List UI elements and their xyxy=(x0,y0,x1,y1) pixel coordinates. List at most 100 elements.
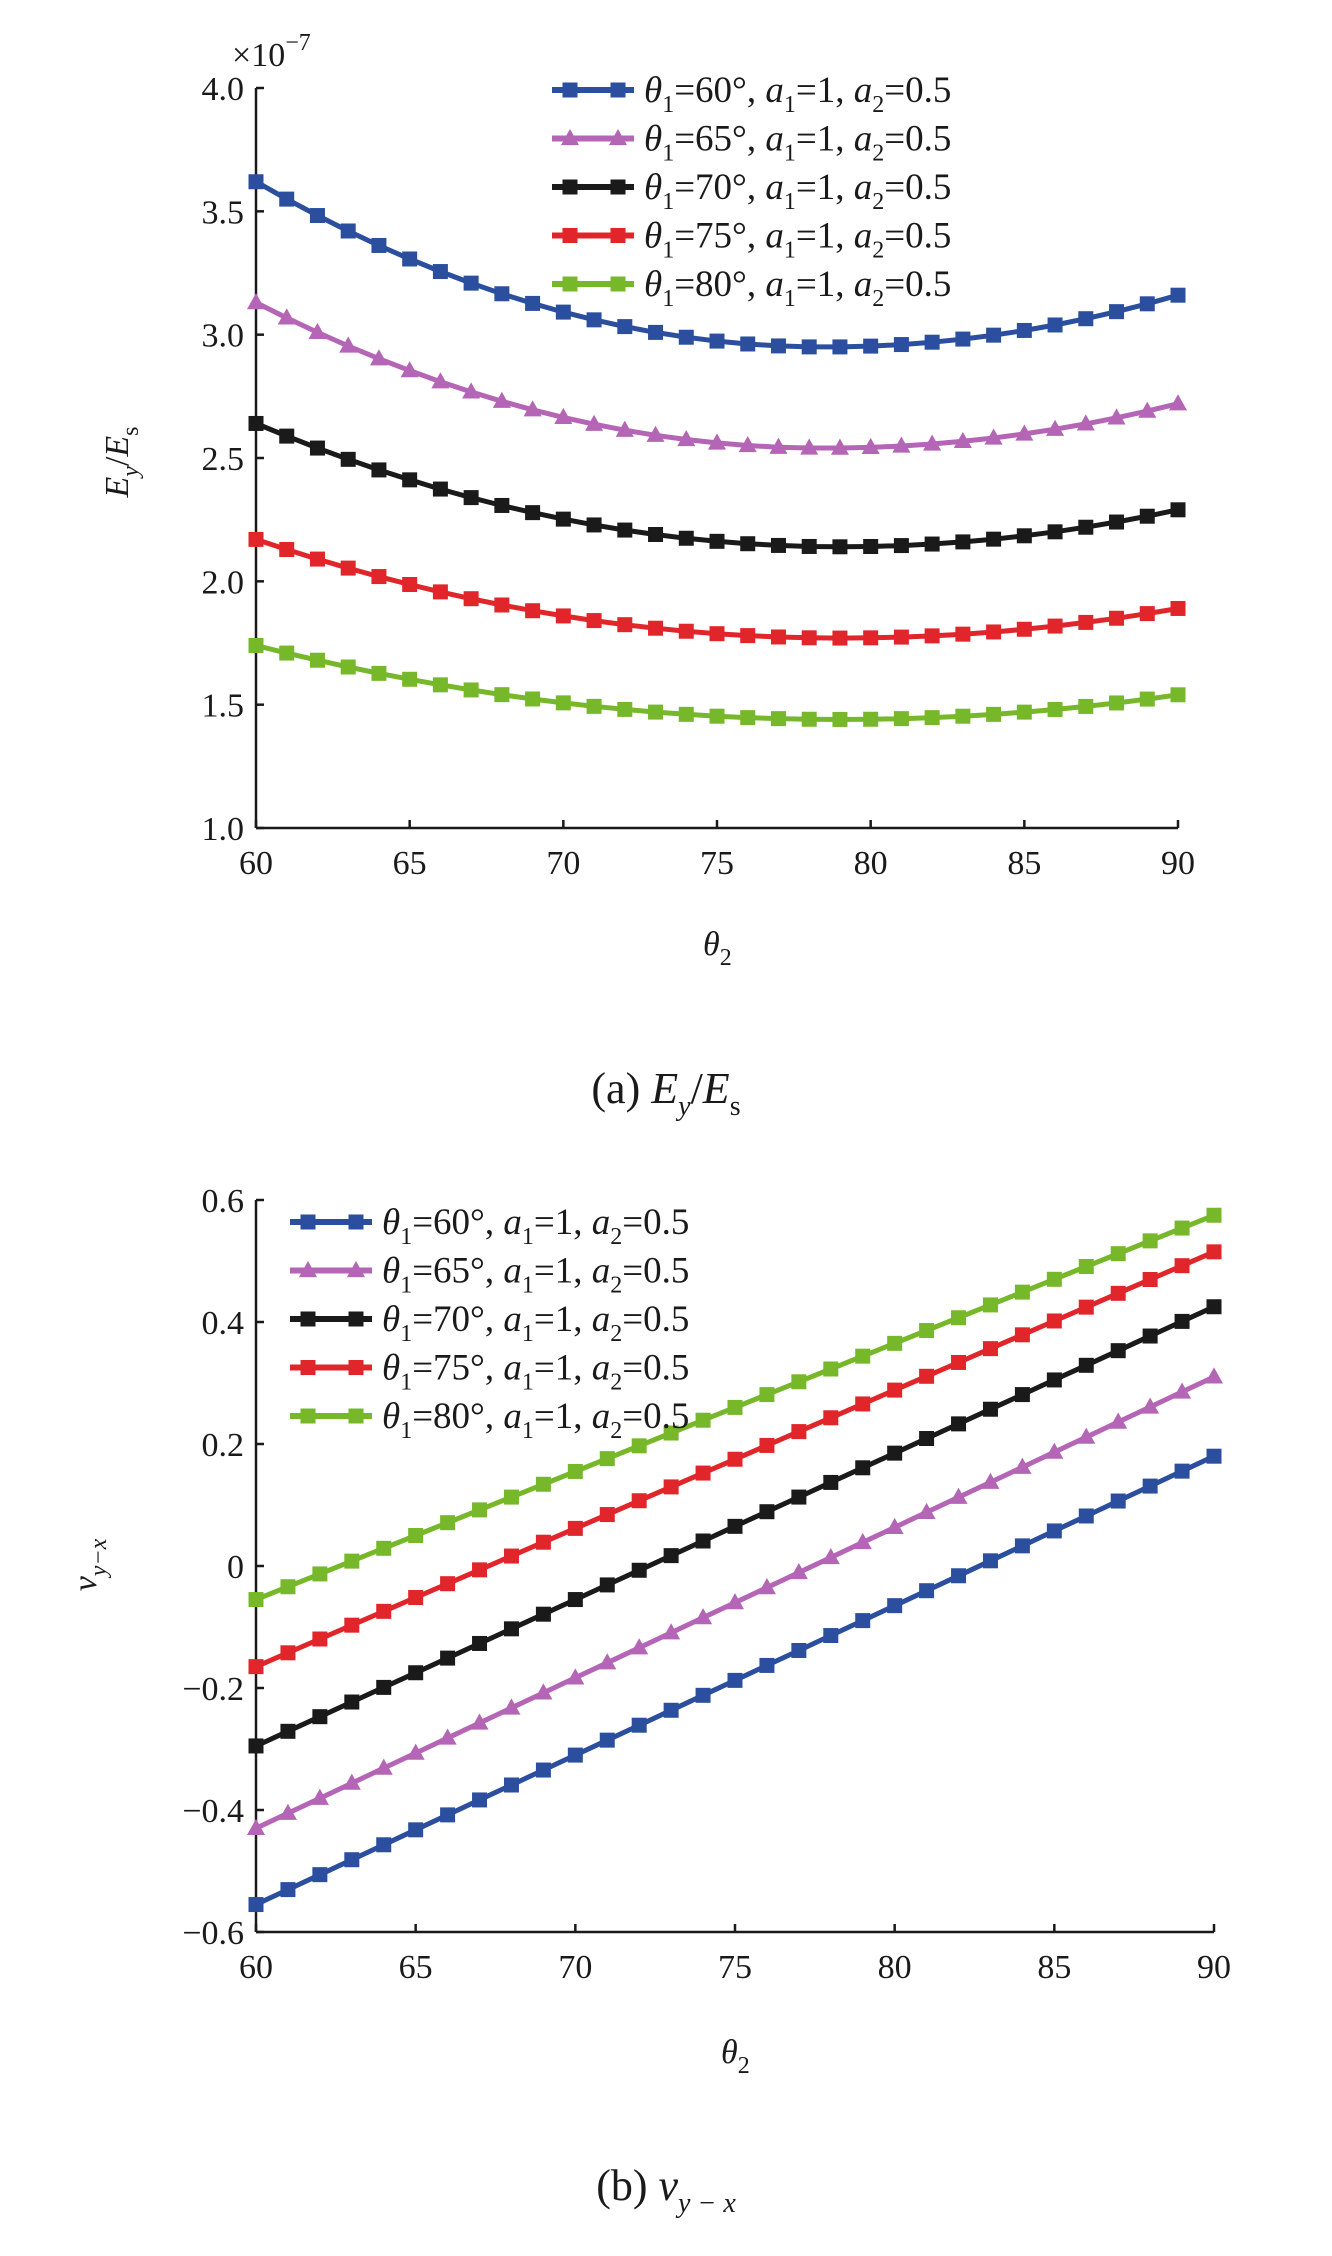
data-point xyxy=(309,551,325,567)
data-point xyxy=(678,329,694,345)
data-point xyxy=(598,1653,617,1670)
data-point xyxy=(727,1399,743,1415)
data-point xyxy=(408,1590,424,1606)
data-point xyxy=(709,333,725,349)
data-point xyxy=(709,533,725,549)
legend-item: θ1=70°, a1=1, a2=0.5 xyxy=(552,167,951,215)
data-point xyxy=(1170,502,1186,518)
data-point xyxy=(738,435,757,453)
data-point xyxy=(986,706,1002,722)
y-tick-label: 0.2 xyxy=(202,1427,245,1464)
legend-label: θ1=70°, a1=1, a2=0.5 xyxy=(382,1299,689,1347)
data-point xyxy=(617,522,633,538)
data-point xyxy=(535,1476,551,1492)
data-point xyxy=(823,1628,839,1644)
data-point xyxy=(759,1504,775,1520)
legend-label: θ1=80°, a1=1, a2=0.5 xyxy=(382,1396,689,1444)
data-point xyxy=(663,1702,679,1718)
legend: θ1=60°, a1=1, a2=0.5θ1=65°, a1=1, a2=0.5… xyxy=(552,70,951,312)
data-point xyxy=(982,1297,998,1313)
legend: θ1=60°, a1=1, a2=0.5θ1=65°, a1=1, a2=0.5… xyxy=(290,1202,689,1444)
legend-swatch-marker xyxy=(562,276,578,292)
legend-item: θ1=80°, a1=1, a2=0.5 xyxy=(552,264,951,312)
x-tick-label: 85 xyxy=(1007,845,1041,882)
data-point xyxy=(630,1638,649,1655)
data-point xyxy=(525,691,541,707)
legend-swatch-marker xyxy=(610,82,626,98)
data-point xyxy=(554,407,573,425)
data-point xyxy=(769,437,788,454)
data-point xyxy=(955,331,971,347)
data-point xyxy=(586,613,602,629)
data-point xyxy=(801,339,817,355)
data-point xyxy=(1173,1382,1192,1399)
data-point xyxy=(801,630,817,646)
data-point xyxy=(312,1709,328,1725)
data-point xyxy=(440,1807,456,1823)
legend-swatch-marker xyxy=(348,1214,364,1230)
data-point xyxy=(740,710,756,726)
y-axis-label: Ey/Es xyxy=(99,426,144,498)
data-point xyxy=(1016,528,1032,544)
data-point xyxy=(984,428,1003,445)
data-point xyxy=(725,1593,745,1610)
x-axis-label: θ2 xyxy=(703,926,732,971)
data-point xyxy=(1139,606,1155,622)
data-point xyxy=(955,626,971,642)
series-5 xyxy=(248,637,1186,727)
data-point xyxy=(863,338,879,354)
data-point xyxy=(344,1852,360,1868)
data-point xyxy=(402,576,418,592)
data-point xyxy=(740,536,756,552)
data-point xyxy=(801,711,817,727)
data-point xyxy=(525,505,541,521)
data-point xyxy=(617,701,633,717)
data-point xyxy=(823,1361,839,1377)
chart-panel-b: 60 65 70 75 80 85 90 −0.6 −0.4 −0.2 0 0.2 0.4 0.6 θ1=6… xyxy=(67,1183,1231,2219)
data-point xyxy=(280,1882,296,1898)
data-point xyxy=(800,438,819,455)
data-point xyxy=(248,174,264,190)
data-point xyxy=(861,437,880,455)
data-point xyxy=(917,1502,936,1519)
data-point xyxy=(955,534,971,550)
data-point xyxy=(1014,1284,1030,1300)
legend-swatch-marker xyxy=(300,1408,316,1424)
data-point xyxy=(278,1803,297,1820)
data-point xyxy=(503,1777,519,1793)
data-point xyxy=(309,440,325,456)
data-point xyxy=(1206,1448,1222,1464)
data-point xyxy=(1046,1271,1062,1287)
data-point xyxy=(919,1583,935,1599)
data-point xyxy=(555,608,571,624)
data-point xyxy=(855,1460,871,1476)
legend-item: θ1=65°, a1=1, a2=0.5 xyxy=(290,1251,689,1299)
series-1 xyxy=(248,174,1186,355)
data-point xyxy=(408,1528,424,1543)
data-point xyxy=(472,1502,488,1518)
series-3 xyxy=(248,415,1186,555)
y-tick-label: 3.0 xyxy=(202,318,245,355)
data-point xyxy=(893,337,909,353)
data-point xyxy=(1013,1457,1032,1474)
y-tick-label: 0 xyxy=(227,1549,244,1586)
data-point xyxy=(408,1822,424,1838)
series-line xyxy=(255,643,1179,722)
data-point xyxy=(248,531,264,547)
data-point xyxy=(406,1743,425,1760)
data-point xyxy=(1142,1233,1158,1249)
data-point xyxy=(1206,1244,1222,1260)
data-point xyxy=(1078,311,1094,327)
data-point xyxy=(248,1738,264,1754)
data-point xyxy=(586,312,602,328)
data-point xyxy=(663,1548,679,1564)
data-point xyxy=(823,1474,839,1490)
data-point xyxy=(339,336,358,353)
data-point xyxy=(1109,695,1125,711)
y-tick-label: 1.5 xyxy=(202,688,245,725)
legend-swatch-marker xyxy=(562,82,578,98)
data-point xyxy=(1139,296,1155,312)
data-point xyxy=(759,1657,775,1673)
data-point xyxy=(408,1665,424,1681)
data-point xyxy=(494,687,510,703)
